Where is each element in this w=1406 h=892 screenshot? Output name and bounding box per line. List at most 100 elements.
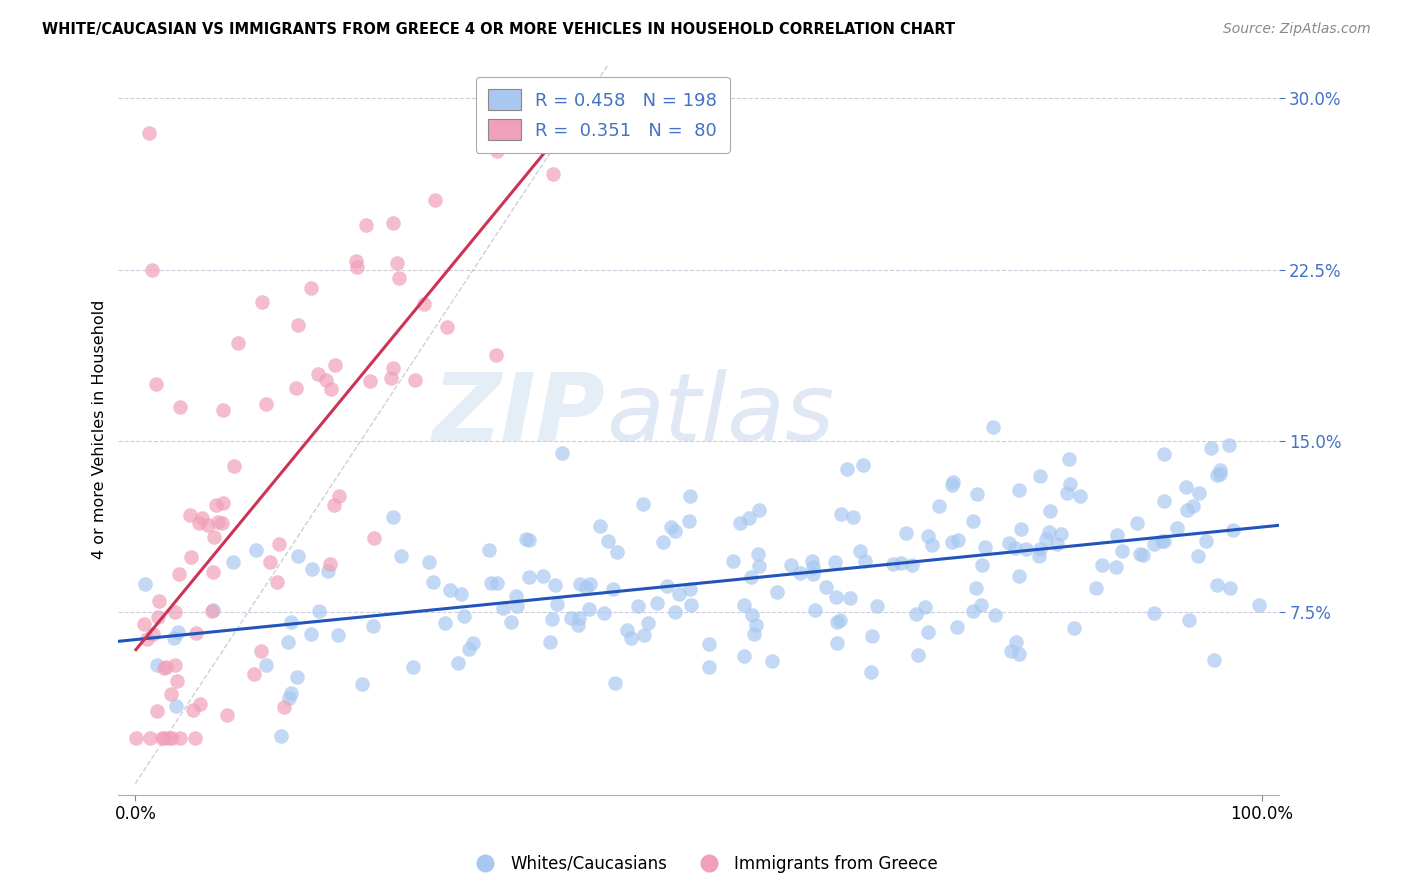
Point [167,566,190,581]
Point [659,520,682,534]
Point [567,617,589,632]
Point [723,554,745,568]
Point [1206,467,1229,482]
Point [928,499,950,513]
Point [287,318,309,333]
Point [184,731,207,745]
Point [596,534,619,549]
Point [852,458,875,473]
Point [250,295,273,310]
Point [167,625,190,640]
Point [1010,522,1032,536]
Point [201,604,224,618]
Point [215,707,238,722]
Point [387,271,409,285]
Point [1209,462,1232,476]
Point [381,510,404,524]
Point [835,462,858,476]
Point [132,616,155,631]
Point [515,533,537,547]
Point [166,673,188,688]
Point [212,403,235,417]
Point [157,731,180,745]
Point [478,543,501,558]
Point [453,609,475,624]
Point [830,507,852,521]
Point [1143,536,1166,550]
Point [153,731,176,745]
Point [699,637,721,651]
Point [1111,544,1133,558]
Point [551,446,574,460]
Point [627,599,650,614]
Legend: Whites/Caucasians, Immigrants from Greece: Whites/Caucasians, Immigrants from Greec… [461,848,945,880]
Point [578,602,600,616]
Point [326,628,349,642]
Point [789,566,811,581]
Point [299,627,322,641]
Point [186,626,208,640]
Point [181,703,204,717]
Point [350,676,373,690]
Point [633,628,655,642]
Point [859,665,882,679]
Point [1209,467,1232,481]
Point [226,335,249,350]
Point [678,514,700,528]
Point [361,618,384,632]
Point [412,297,434,311]
Point [588,519,610,533]
Point [560,611,582,625]
Point [984,607,1007,622]
Point [921,538,943,552]
Point [146,704,169,718]
Point [1104,560,1126,574]
Point [328,489,350,503]
Point [730,516,752,531]
Point [404,373,426,387]
Point [748,503,770,517]
Point [1105,528,1128,542]
Point [946,620,969,634]
Point [222,555,245,569]
Point [530,91,553,105]
Point [222,458,245,473]
Point [1219,582,1241,596]
Point [853,554,876,568]
Point [160,731,183,745]
Point [569,576,592,591]
Point [917,624,939,639]
Point [382,216,405,230]
Point [1084,581,1107,595]
Point [277,634,299,648]
Point [1028,549,1050,564]
Point [645,596,668,610]
Point [748,559,770,574]
Point [422,574,444,589]
Point [668,587,690,601]
Point [202,530,225,544]
Point [319,558,342,572]
Point [905,607,928,622]
Point [970,558,993,572]
Point [1249,598,1271,612]
Point [965,582,987,596]
Point [125,731,148,745]
Point [664,605,686,619]
Point [434,616,457,631]
Point [540,612,562,626]
Point [321,382,343,396]
Point [838,591,860,605]
Point [652,535,675,549]
Point [308,604,330,618]
Point [941,478,963,492]
Point [169,731,191,745]
Point [285,381,308,395]
Point [436,320,458,334]
Point [1004,541,1026,555]
Point [1132,548,1154,562]
Point [359,374,381,388]
Point [299,281,322,295]
Point [538,635,561,649]
Point [546,597,568,611]
